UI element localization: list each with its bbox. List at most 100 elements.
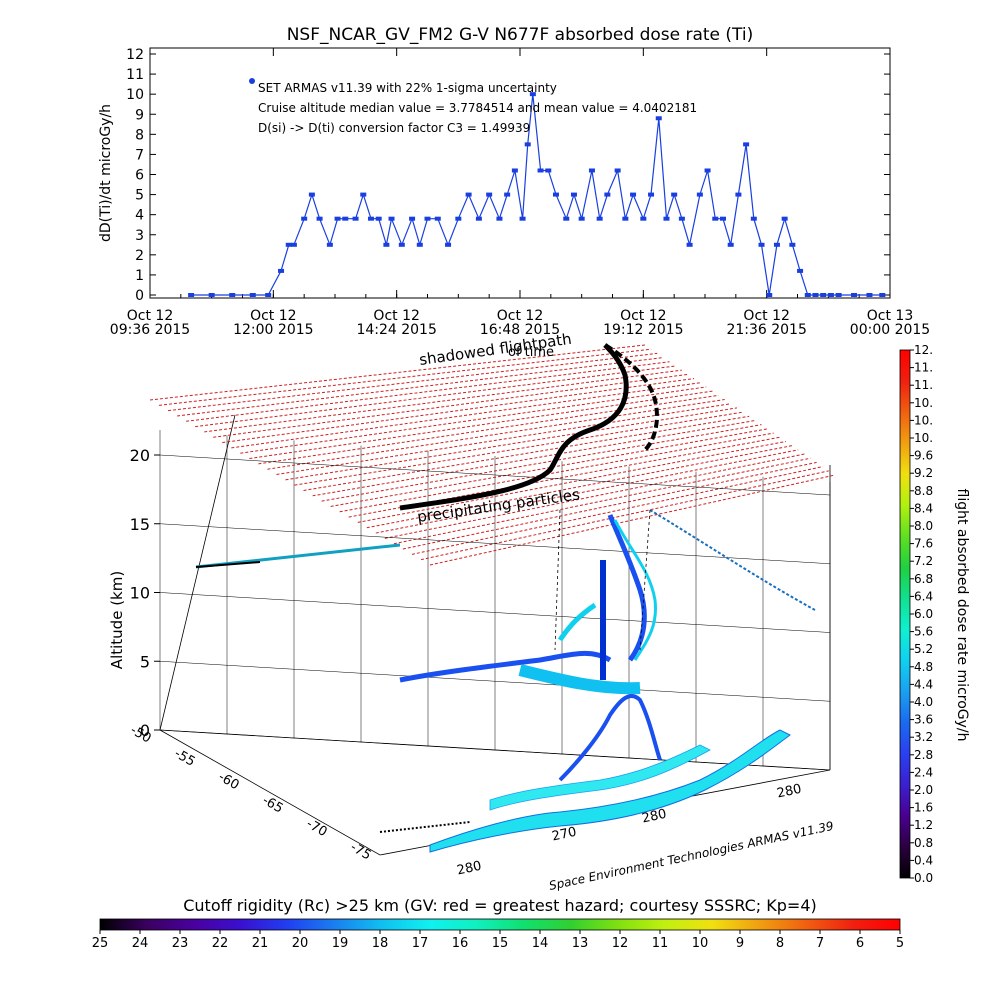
x-tick-label: 09:36 2015 xyxy=(110,322,190,338)
dose-rate-point xyxy=(758,242,765,247)
dose-rate-series xyxy=(188,92,886,297)
cutoff-rigidity-colorbar-ticks: 25 24 23 22 21 20 19 18 17 16 15 14 13 12 11 10 9 8 7 6 5 xyxy=(92,930,904,951)
colorbar-tick-label: 5 xyxy=(896,936,904,951)
dose-rate-point xyxy=(265,293,272,297)
dose-rate-point xyxy=(596,216,603,221)
top-y-axis-label: dD(Ti)/dt microGy/h xyxy=(98,104,114,242)
credit-text: Space Environment Technologies ARMAS v11… xyxy=(548,819,835,893)
hazard-grid-line xyxy=(339,432,774,513)
altitude-axis: 0 5 10 15 20 xyxy=(130,446,831,771)
dose-rate-point xyxy=(208,293,215,297)
hazard-grid-line xyxy=(186,361,670,422)
hazard-grid-line xyxy=(366,445,793,529)
3d-walls xyxy=(159,414,831,856)
colorbar-tick-label: 6 xyxy=(856,936,864,951)
dose-rate-point xyxy=(719,216,726,221)
dose-rate-point xyxy=(727,242,734,247)
x-tick-label: Oct 12 xyxy=(250,308,296,324)
colorbar-tick-label: 4.4 xyxy=(914,677,933,691)
dose-rate-point xyxy=(614,168,621,173)
dose-rate-colorbar-gradient xyxy=(899,349,911,879)
dose-rate-point xyxy=(496,216,503,221)
dose-rate-point xyxy=(866,293,873,297)
y-tick-label: 0 xyxy=(135,288,144,304)
colorbar-tick-label: 17 xyxy=(412,936,429,951)
colorbar-tick-label: 0.0 xyxy=(914,871,933,885)
latitude-tick-label: -65 xyxy=(260,793,286,817)
colorbar-tick-label: 0.4 xyxy=(914,853,933,867)
dose-rate-point xyxy=(278,268,285,273)
dose-rate-point xyxy=(398,242,405,247)
colorbar-tick-label: 11. xyxy=(914,361,933,375)
colorbar-tick-label: 24 xyxy=(132,936,149,951)
y-tick-label: 12 xyxy=(126,47,144,63)
altitude-tick-label: 0 xyxy=(140,721,150,740)
altitude-grid-line xyxy=(159,661,831,702)
colorbar-tick-label: 5.6 xyxy=(914,625,933,639)
colorbar-tick-label: 18 xyxy=(372,936,389,951)
hazard-grid-line xyxy=(231,382,701,449)
dose-rate-point xyxy=(704,168,711,173)
latitude-tick-label: -75 xyxy=(348,840,374,864)
dose-rate-point xyxy=(622,216,629,221)
dose-rate-point xyxy=(750,216,757,221)
hazard-grid-line xyxy=(429,474,836,566)
hazard-grid-line xyxy=(321,424,762,502)
annotation-armas-version: SET ARMAS v11.39 with 22% 1-sigma uncert… xyxy=(258,81,557,95)
cutoff-rigidity-colorbar: Cutoff rigidity (Rc) >25 km (GV: red = g… xyxy=(92,896,904,951)
y-tick-label: 7 xyxy=(135,147,144,163)
colorbar-tick-label: 2.0 xyxy=(914,783,933,797)
colorbar-tick-label: 3.6 xyxy=(914,713,933,727)
hazard-grid-line xyxy=(204,369,682,433)
dose-rate-point xyxy=(552,192,559,197)
dose-rate-point xyxy=(820,293,827,297)
dose-rate-point xyxy=(188,293,195,297)
dose-rate-point xyxy=(696,192,703,197)
hazard-grid-line xyxy=(249,390,713,460)
dose-rate-point xyxy=(511,168,518,173)
hazard-grid-line xyxy=(149,344,646,401)
dose-rate-point xyxy=(812,293,819,297)
dose-rate-point xyxy=(301,216,308,221)
altitude-grid-line xyxy=(159,729,831,771)
chart-title: NSF_NCAR_GV_FM2 G-V N677F absorbed dose … xyxy=(287,25,754,45)
y-tick-label: 2 xyxy=(135,248,144,264)
hazard-grid-line xyxy=(222,378,695,444)
dose-rate-point xyxy=(360,192,367,197)
colorbar-tick-label: 6.8 xyxy=(914,572,933,586)
dose-rate-point xyxy=(424,216,431,221)
colorbar-tick-label: 8.8 xyxy=(914,484,933,498)
colorbar-tick-label: 5.2 xyxy=(914,642,933,656)
annotation-cruise-altitude: Cruise altitude median value = 3.7784514… xyxy=(258,101,697,115)
colorbar-tick-label: 21 xyxy=(252,936,269,951)
dose-rate-point xyxy=(655,116,662,121)
colorbar-tick-label: 10. xyxy=(914,396,933,410)
dose-rate-point xyxy=(249,293,256,297)
dose-rate-point xyxy=(388,216,395,221)
y-tick-label: 3 xyxy=(135,228,144,244)
dose-rate-point xyxy=(308,192,315,197)
hazard-grid-line xyxy=(312,419,756,497)
colorbar-tick-label: 8.4 xyxy=(914,501,933,515)
hazard-grid-line xyxy=(393,457,811,545)
hazard-grid-line xyxy=(411,466,823,555)
x-tick-label: 00:00 2015 xyxy=(850,322,930,338)
dose-rate-point xyxy=(578,216,585,221)
dose-rate-point xyxy=(640,216,647,221)
hazard-grid-line xyxy=(267,399,725,470)
flight-track-3d xyxy=(195,509,816,782)
dose-rate-point xyxy=(455,216,462,221)
x-tick-label: 14:24 2015 xyxy=(356,322,436,338)
colorbar-tick-label: 25 xyxy=(92,936,109,951)
hazard-grid-line xyxy=(240,386,707,454)
cutoff-rigidity-colorbar-label: Cutoff rigidity (Rc) >25 km (GV: red = g… xyxy=(183,896,817,915)
colorbar-tick-label: 20 xyxy=(292,936,309,951)
hazard-grid-line xyxy=(294,411,744,486)
x-tick-label: 19:12 2015 xyxy=(603,322,683,338)
x-tick-label: Oct 12 xyxy=(743,308,789,324)
dose-rate-point xyxy=(604,192,611,197)
dose-rate-point xyxy=(797,268,804,273)
dose-rate-point xyxy=(766,293,773,297)
dose-rate-point xyxy=(879,293,886,297)
